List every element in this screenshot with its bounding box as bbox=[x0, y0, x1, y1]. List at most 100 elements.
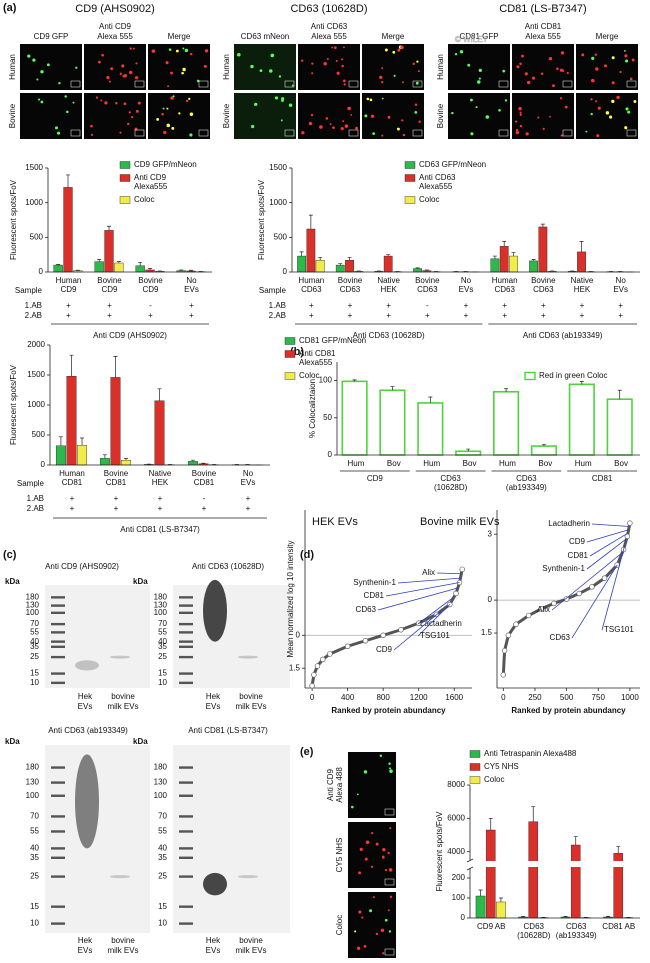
annotation: TSG101 bbox=[604, 625, 634, 634]
error-bar bbox=[573, 836, 578, 845]
marker-label: 55 bbox=[158, 627, 167, 636]
spot bbox=[182, 67, 186, 72]
spot bbox=[478, 77, 481, 80]
scale-bar-box bbox=[412, 129, 423, 137]
legend-label: Coloc bbox=[134, 195, 154, 204]
spot bbox=[375, 932, 379, 936]
blot-unit: kDa bbox=[5, 737, 20, 746]
chart-title: Bovine milk EVs bbox=[420, 516, 500, 528]
marker-label: 40 bbox=[30, 637, 39, 646]
x-tick-label: CD63 bbox=[533, 285, 554, 294]
spot bbox=[629, 77, 633, 81]
row-label: Bovine bbox=[436, 103, 445, 128]
spot bbox=[560, 51, 565, 55]
annotation-pointer bbox=[417, 596, 455, 625]
error-bar bbox=[492, 255, 497, 259]
point bbox=[501, 647, 508, 654]
spot bbox=[384, 48, 388, 52]
scale-bar-box bbox=[198, 129, 209, 137]
x-tick-label: CD63 bbox=[301, 285, 322, 294]
lane-label: Hek bbox=[78, 936, 93, 945]
spot bbox=[347, 106, 351, 111]
marker-label: 10 bbox=[158, 919, 167, 928]
spot bbox=[166, 123, 171, 128]
error-bar bbox=[488, 817, 493, 830]
micrograph-title: CD81 (LS-B7347) bbox=[499, 3, 586, 15]
y-tick-label: 0 bbox=[488, 595, 493, 604]
spot bbox=[400, 45, 404, 50]
spot bbox=[170, 71, 173, 75]
y-tick-label: 200 bbox=[452, 873, 466, 882]
row-label: Human bbox=[222, 54, 231, 80]
legend-label: CY5 NHS bbox=[484, 762, 519, 771]
y-tick-label: 3 bbox=[488, 529, 493, 538]
panel-label: (c) bbox=[3, 549, 17, 561]
bar bbox=[297, 255, 306, 273]
x-tick-label: CD63 bbox=[524, 922, 545, 931]
bar bbox=[499, 246, 509, 273]
bar bbox=[335, 264, 345, 273]
annotation-pointer bbox=[586, 529, 629, 543]
bar bbox=[455, 450, 482, 456]
spot bbox=[329, 123, 332, 126]
error-bar bbox=[502, 241, 507, 247]
spot bbox=[325, 117, 329, 120]
spot bbox=[451, 111, 454, 115]
ladder-band bbox=[179, 875, 193, 878]
row-label: 2.AB bbox=[269, 311, 286, 320]
spot bbox=[475, 106, 478, 109]
point bbox=[459, 566, 465, 573]
spot bbox=[171, 126, 175, 130]
spot bbox=[381, 134, 384, 137]
spot bbox=[32, 58, 36, 62]
sign: + bbox=[148, 311, 153, 320]
spot bbox=[369, 909, 373, 913]
spot bbox=[237, 52, 241, 57]
spot bbox=[341, 58, 344, 61]
column-header: CD63 mNeon bbox=[241, 32, 289, 41]
row-label: Anti CD9 bbox=[326, 768, 335, 801]
micrograph-title: CD9 (AHS0902) bbox=[75, 3, 154, 15]
bar bbox=[66, 376, 77, 466]
annotation: CD63 bbox=[356, 605, 377, 614]
spot bbox=[168, 48, 172, 51]
blot-title: Anti CD81 (LS-B7347) bbox=[188, 726, 268, 735]
row-label: Human bbox=[436, 54, 445, 80]
spot bbox=[609, 115, 613, 119]
bracket-label: Anti CD63 (10628D) bbox=[353, 331, 425, 340]
lane-label: milk EVs bbox=[235, 946, 266, 955]
point bbox=[311, 672, 317, 678]
bar bbox=[496, 901, 506, 919]
marker-label: 10 bbox=[158, 678, 167, 687]
spot bbox=[36, 78, 39, 81]
scale-bar-box bbox=[498, 80, 509, 88]
panel-label: (a) bbox=[3, 2, 17, 14]
spot bbox=[387, 851, 390, 855]
blot-membrane bbox=[173, 585, 290, 688]
error-bar bbox=[466, 448, 471, 452]
legend-label: Anti Tetraspanin Alexa488 bbox=[484, 749, 577, 758]
error-bar bbox=[97, 259, 102, 262]
row-label: Sample bbox=[15, 286, 43, 295]
marker-label: 40 bbox=[158, 637, 167, 646]
spot bbox=[519, 111, 522, 114]
error-bar bbox=[56, 264, 61, 266]
ladder-band bbox=[179, 611, 193, 615]
annotation-pointer bbox=[417, 604, 451, 637]
x-tick-label: Bovine bbox=[415, 276, 440, 285]
x-tick-label: Bovine bbox=[192, 469, 217, 478]
lane-label: EVs bbox=[206, 946, 221, 955]
spot bbox=[515, 120, 518, 123]
spot bbox=[516, 65, 520, 69]
x-tick-label: 500 bbox=[560, 693, 574, 702]
point bbox=[563, 596, 570, 602]
micrograph bbox=[348, 822, 396, 888]
spot bbox=[515, 131, 520, 135]
legend-label: Anti CD63 bbox=[419, 173, 456, 182]
error-bar bbox=[347, 257, 352, 261]
spot bbox=[392, 50, 396, 54]
blot-unit: kDa bbox=[133, 577, 148, 586]
marker-label: 55 bbox=[158, 827, 167, 836]
ladder-band bbox=[179, 794, 193, 797]
bar bbox=[77, 445, 87, 466]
